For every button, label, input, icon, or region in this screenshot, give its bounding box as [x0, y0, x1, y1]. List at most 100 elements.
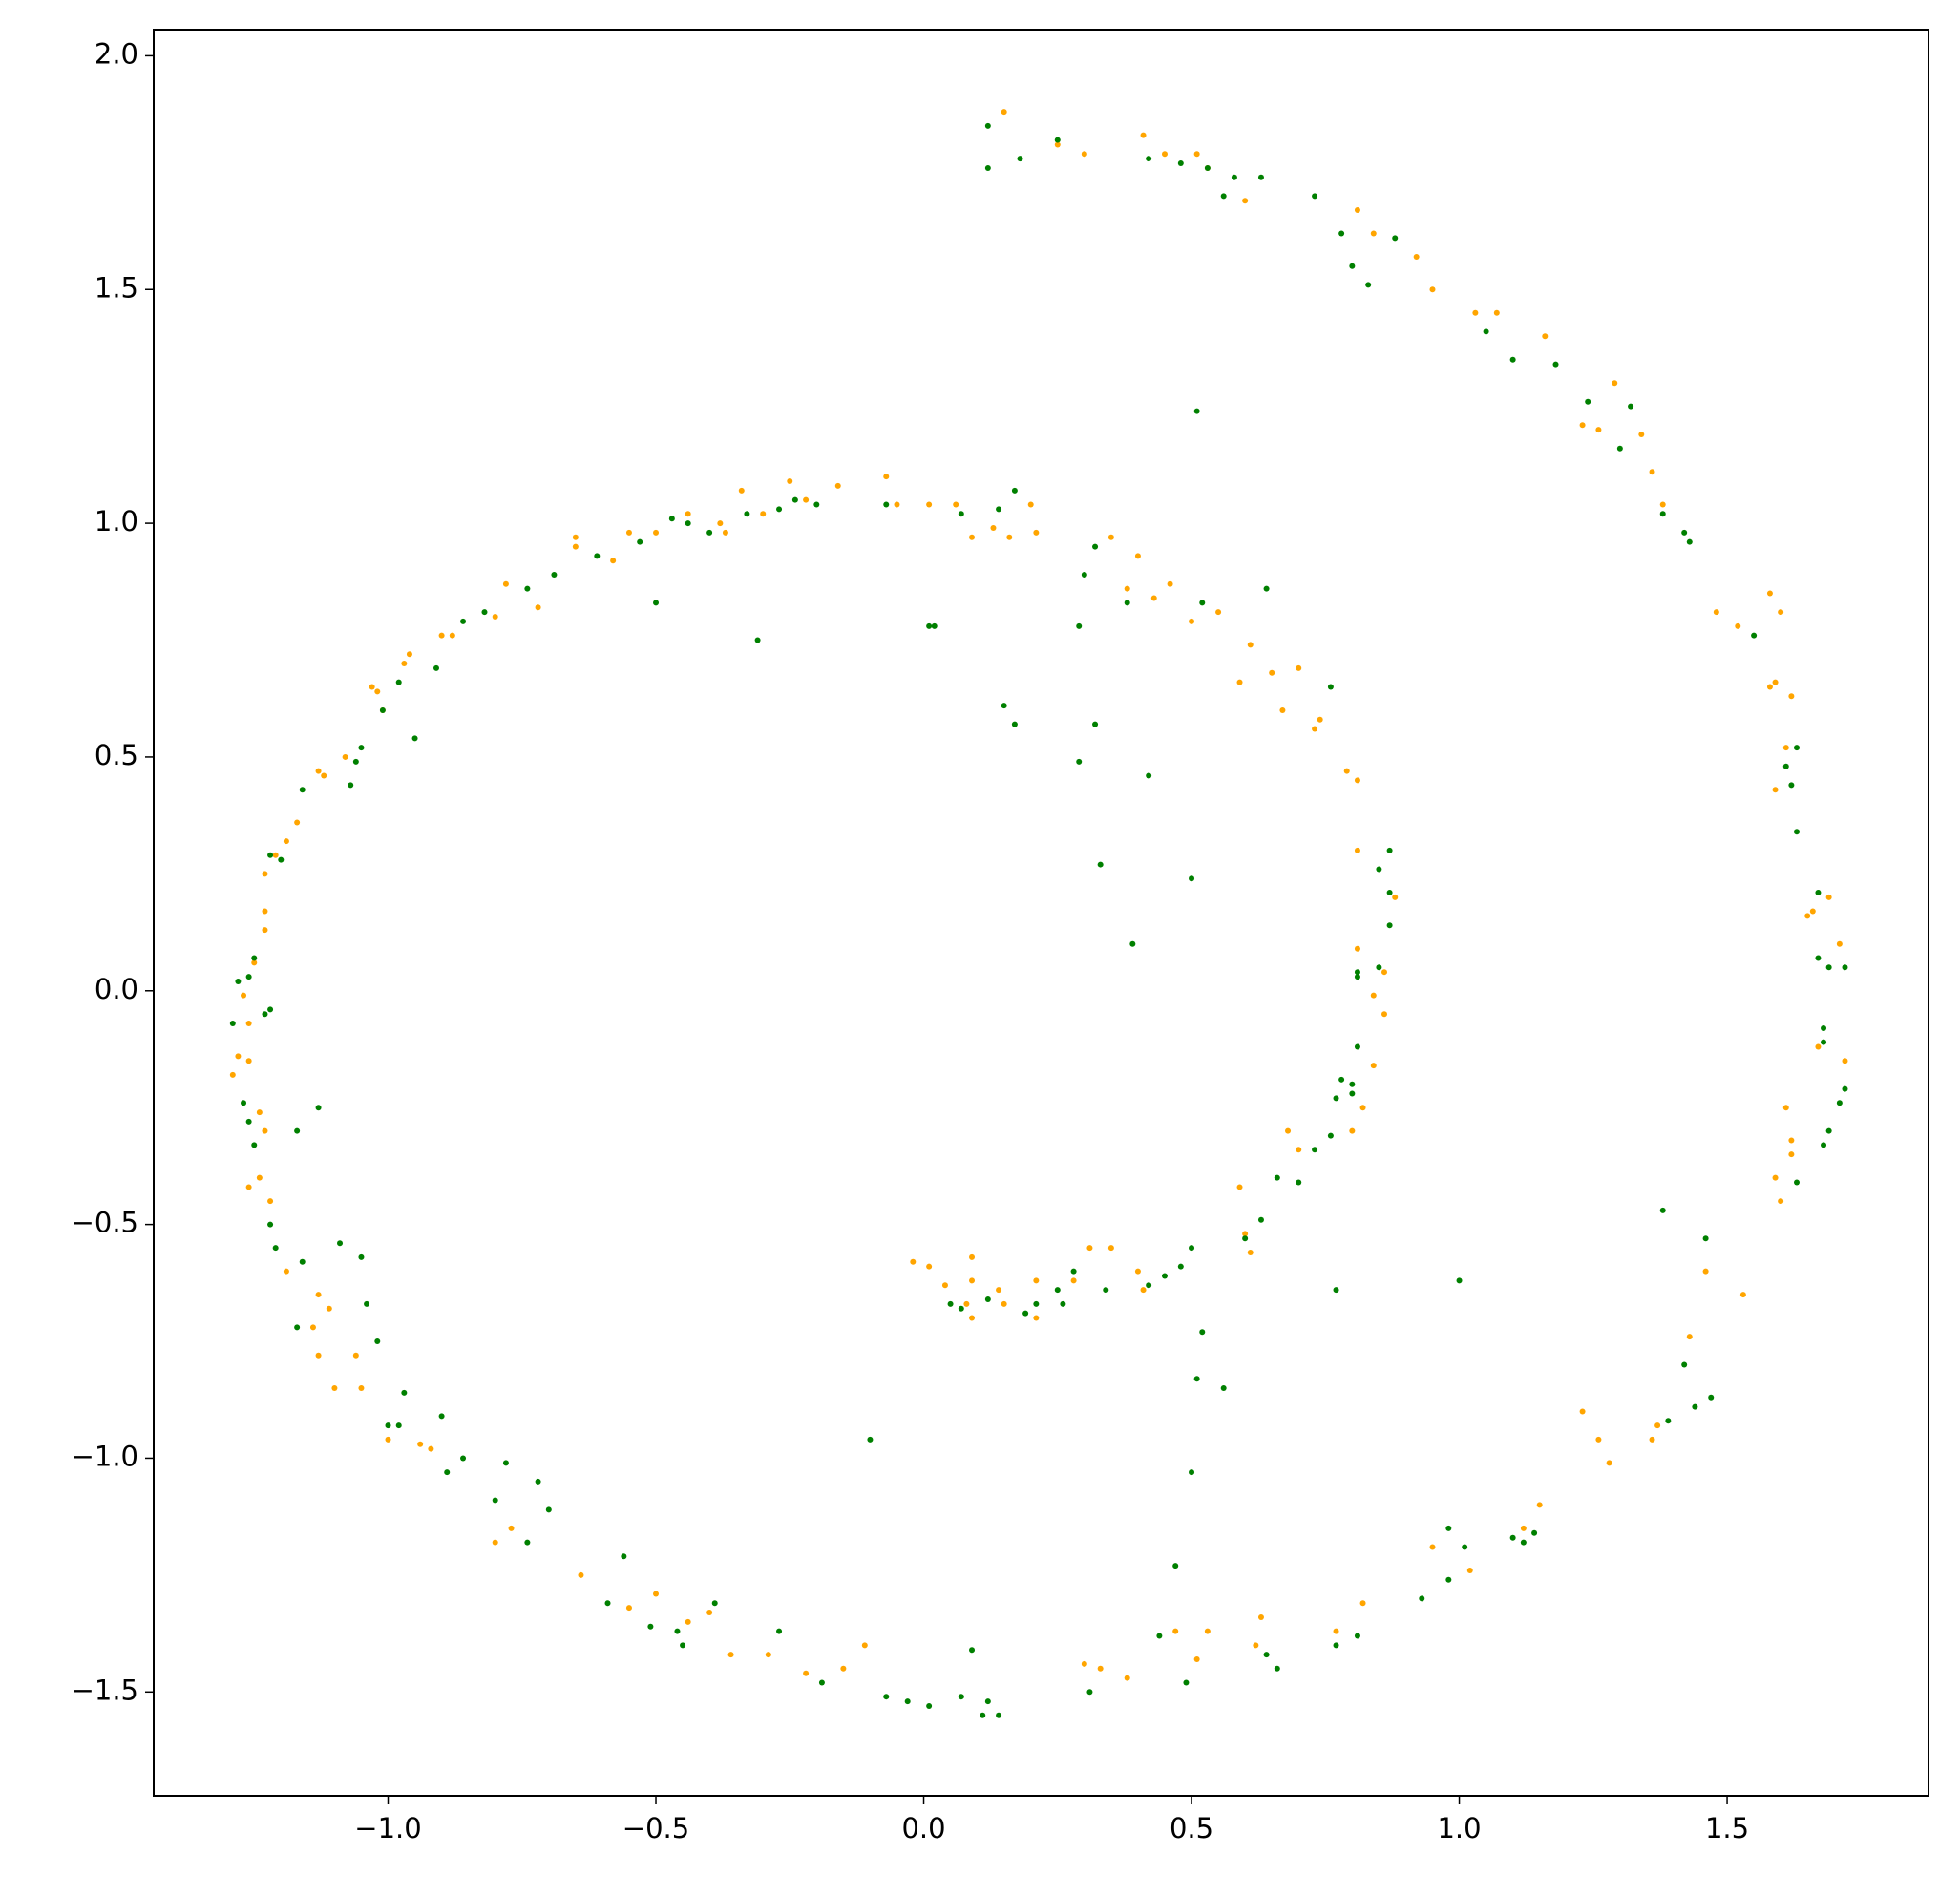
- point: [1257, 174, 1264, 180]
- point: [969, 534, 976, 540]
- point: [1140, 1287, 1147, 1294]
- point: [953, 501, 959, 508]
- point: [754, 637, 761, 643]
- point: [984, 164, 991, 171]
- point: [996, 506, 1002, 513]
- point: [235, 1053, 242, 1060]
- point: [1376, 964, 1382, 971]
- point: [401, 661, 408, 667]
- point: [1370, 992, 1377, 999]
- point: [578, 1571, 584, 1578]
- point: [1263, 1652, 1270, 1658]
- point: [1462, 1544, 1468, 1550]
- point: [1595, 1436, 1602, 1443]
- point: [267, 852, 274, 858]
- point: [241, 1100, 247, 1106]
- point: [315, 768, 322, 774]
- point: [352, 1352, 359, 1359]
- point: [1429, 1544, 1436, 1550]
- point: [926, 622, 933, 629]
- point: [1493, 309, 1500, 316]
- point: [1354, 207, 1360, 214]
- point: [1606, 1460, 1612, 1466]
- point: [524, 585, 531, 592]
- point: [299, 1258, 306, 1265]
- point: [1370, 230, 1377, 237]
- point: [722, 529, 728, 536]
- point: [1616, 445, 1623, 452]
- point: [1189, 1245, 1195, 1252]
- point: [969, 1253, 976, 1260]
- point: [625, 529, 632, 536]
- point: [374, 688, 381, 695]
- point: [803, 1670, 810, 1676]
- point: [1033, 1300, 1040, 1307]
- point: [867, 1436, 874, 1443]
- point: [508, 1525, 515, 1531]
- point: [1354, 1043, 1360, 1050]
- point: [1354, 777, 1360, 784]
- point: [1027, 501, 1034, 508]
- point: [1001, 703, 1007, 709]
- point: [653, 529, 660, 536]
- point: [278, 856, 285, 863]
- point: [1253, 1642, 1259, 1649]
- point: [241, 992, 247, 999]
- x-tick-label: 1.5: [1705, 1812, 1749, 1844]
- point: [1793, 1179, 1800, 1186]
- point: [883, 501, 890, 508]
- point: [1204, 164, 1211, 171]
- point: [1333, 1095, 1339, 1102]
- point: [1392, 235, 1399, 242]
- point: [1659, 1207, 1666, 1213]
- point: [1654, 1422, 1661, 1429]
- point: [1659, 511, 1666, 517]
- point: [1815, 955, 1822, 961]
- point: [883, 1694, 890, 1700]
- point: [315, 1292, 322, 1298]
- point: [1296, 1179, 1302, 1186]
- point: [1793, 745, 1800, 751]
- point: [267, 1221, 274, 1228]
- point: [1193, 408, 1200, 414]
- point: [776, 506, 783, 513]
- point: [1177, 1263, 1184, 1270]
- point: [1370, 1063, 1377, 1069]
- point: [668, 516, 675, 522]
- point: [1263, 585, 1270, 592]
- point: [1081, 1660, 1087, 1667]
- point: [411, 735, 418, 742]
- point: [1011, 721, 1018, 727]
- point: [1772, 1174, 1779, 1181]
- point: [1472, 309, 1479, 316]
- point: [235, 978, 242, 984]
- point: [1359, 1105, 1366, 1111]
- point: [1146, 772, 1152, 779]
- point: [1274, 1665, 1280, 1672]
- point: [251, 955, 258, 961]
- point: [1579, 422, 1586, 429]
- plot-frame: [153, 29, 1929, 1797]
- point: [1076, 758, 1083, 765]
- point: [1509, 356, 1516, 363]
- point: [1349, 1090, 1356, 1097]
- point: [990, 524, 997, 531]
- point: [813, 501, 820, 508]
- point: [272, 852, 279, 858]
- point: [1338, 230, 1345, 237]
- point: [1312, 726, 1318, 732]
- point: [358, 1385, 365, 1392]
- point: [1354, 1633, 1360, 1639]
- point: [941, 1282, 948, 1289]
- x-tick-label: −1.0: [354, 1812, 421, 1844]
- point: [984, 1296, 991, 1302]
- point: [1681, 1361, 1688, 1368]
- point: [364, 1300, 370, 1307]
- point: [1692, 1403, 1698, 1410]
- point: [1172, 1563, 1179, 1569]
- point: [1296, 664, 1302, 671]
- point: [1327, 1132, 1334, 1139]
- point: [594, 553, 601, 559]
- point: [229, 1071, 236, 1078]
